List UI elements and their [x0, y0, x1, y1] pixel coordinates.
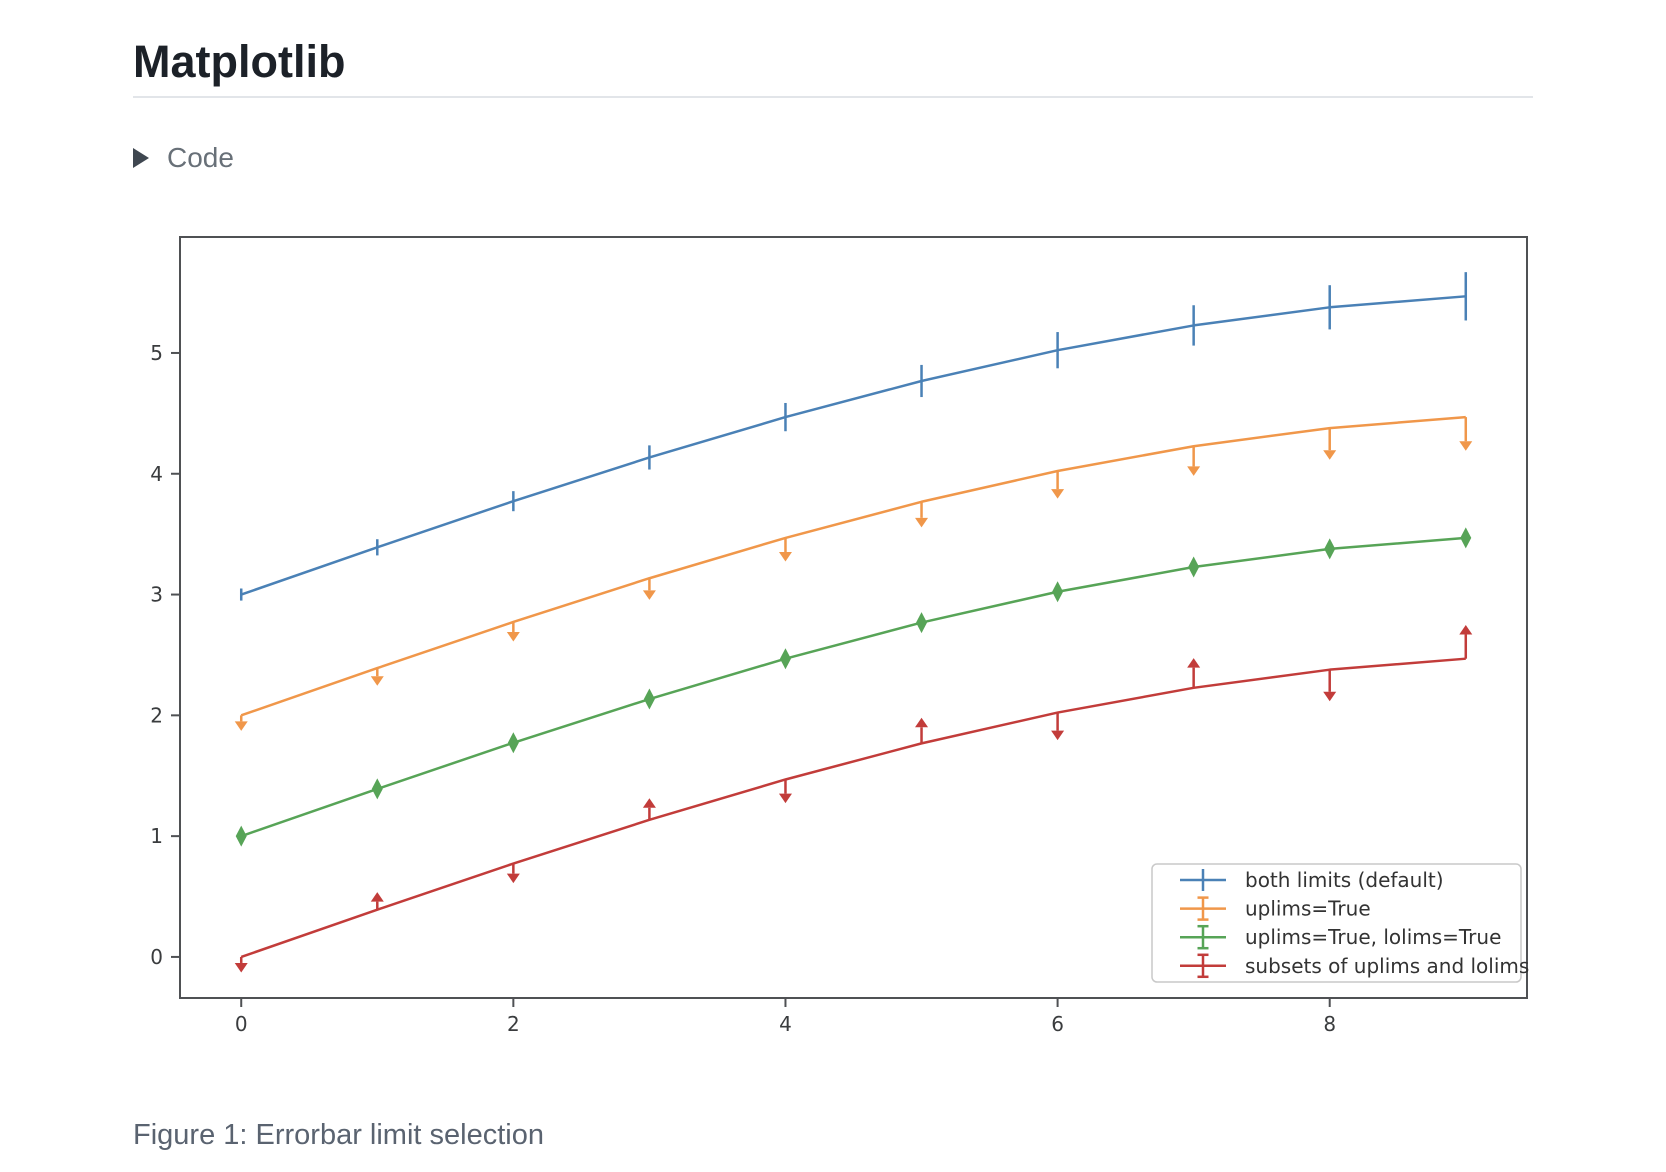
double-caret-diamond-icon [779, 648, 791, 670]
series-line [240, 295, 1466, 596]
caret-down-icon [778, 793, 792, 804]
y-tick-label: 4 [150, 462, 163, 486]
caret-up-icon [1187, 658, 1201, 668]
y-axis: 0 1 2 3 4 5 [150, 341, 180, 969]
caret-down-icon [1459, 441, 1473, 451]
caret-down-icon [1323, 450, 1337, 460]
errorbar-chart: 0 2 4 6 8 0 1 2 3 4 5 both limits (default) uplims=T… [150, 236, 1529, 1036]
y-tick-label: 5 [150, 341, 163, 365]
legend-label: subsets of uplims and lolims [1245, 954, 1529, 978]
legend-label: uplims=True, lolims=True [1245, 925, 1501, 949]
series-uplims_lolims [235, 527, 1472, 847]
caret-down-icon [915, 517, 929, 528]
plot-border [179, 236, 1528, 999]
code-toggle[interactable]: Code [133, 142, 234, 174]
double-caret-diamond-icon [371, 778, 383, 800]
caret-down-icon [370, 676, 384, 686]
y-tick-label: 1 [150, 824, 163, 848]
triangle-right-icon [133, 148, 149, 168]
series-line [240, 657, 1466, 959]
caret-down-icon [506, 873, 520, 884]
caret-down-icon [642, 590, 656, 600]
title-divider [133, 96, 1533, 98]
figure-caption: Figure 1: Errorbar limit selection [133, 1119, 544, 1151]
double-caret-diamond-icon [235, 825, 247, 847]
x-tick-label: 4 [779, 1012, 792, 1036]
series-line [240, 415, 1466, 717]
page-title: Matplotlib [133, 36, 346, 88]
x-tick-label: 8 [1323, 1012, 1336, 1036]
legend-entry: uplims=True [1180, 896, 1371, 921]
x-tick-label: 2 [507, 1012, 520, 1036]
y-tick-label: 0 [150, 945, 163, 969]
legend-entry: subsets of uplims and lolims [1180, 953, 1529, 979]
caret-down-icon [1323, 691, 1337, 702]
caret-down-icon [234, 721, 248, 731]
caret-down-icon [506, 631, 520, 642]
figure: 0 2 4 6 8 0 1 2 3 4 5 both limits (default) uplims=T… [133, 215, 1545, 1045]
caret-up-icon [370, 892, 384, 902]
legend-frame [1151, 863, 1522, 983]
caret-down-icon [1051, 489, 1065, 499]
caret-down-icon [1187, 466, 1201, 476]
caret-down-icon [234, 962, 248, 973]
code-toggle-label: Code [167, 142, 234, 173]
legend: both limits (default) uplims=True uplims=T… [1151, 863, 1529, 983]
caret-down-icon [1051, 730, 1065, 741]
caret-up-icon [915, 717, 929, 728]
legend-entry: uplims=True, lolims=True [1180, 924, 1501, 950]
legend-label: uplims=True [1245, 897, 1371, 921]
series-line [240, 536, 1466, 838]
double-caret-diamond-icon [507, 732, 519, 754]
double-caret-diamond-icon [1460, 527, 1472, 549]
double-caret-diamond-icon [916, 612, 928, 634]
caret-down-icon [778, 552, 792, 562]
caret-up-icon [642, 798, 656, 808]
series-uplims [234, 415, 1473, 731]
double-caret-diamond-icon [1052, 581, 1064, 603]
y-tick-label: 3 [150, 583, 163, 607]
series-subsets [234, 625, 1473, 973]
x-axis: 0 2 4 6 8 [235, 998, 1336, 1036]
legend-label: both limits (default) [1245, 868, 1444, 892]
caret-up-icon [1459, 625, 1473, 635]
y-tick-label: 2 [150, 703, 163, 727]
double-caret-diamond-icon [1188, 556, 1200, 578]
double-caret-diamond-icon [1324, 538, 1336, 560]
double-caret-diamond-icon [643, 688, 655, 710]
series-both [239, 272, 1468, 601]
x-tick-label: 0 [235, 1012, 248, 1036]
legend-entry: both limits (default) [1180, 868, 1444, 892]
x-tick-label: 6 [1051, 1012, 1064, 1036]
